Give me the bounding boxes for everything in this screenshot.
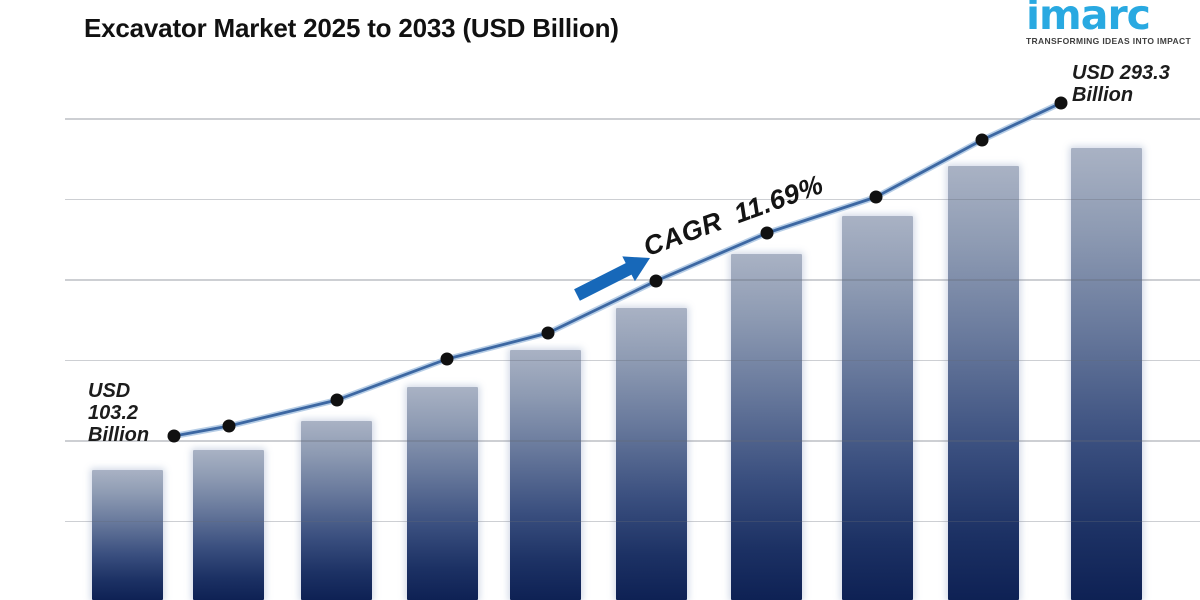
- bar-2033: [1070, 148, 1142, 600]
- gridline: [65, 118, 1200, 120]
- gridline: [65, 198, 1200, 201]
- bar-2029: [615, 308, 687, 600]
- cagr-label: CAGR 11.69%: [639, 169, 828, 263]
- imarc-logo-wordmark: imarc: [1026, 0, 1151, 39]
- bar-2031: [841, 216, 913, 600]
- bar-2028: [510, 350, 581, 600]
- bar-2024: [92, 470, 163, 600]
- bar-2025: [192, 450, 264, 600]
- data-point-dot-2029: [649, 274, 663, 288]
- data-point-dot-2031: [869, 190, 883, 204]
- data-point-dot-2026: [330, 393, 344, 407]
- annotation-first-value: USD 103.2 Billion: [88, 380, 150, 446]
- data-point-dot-2025: [222, 419, 236, 433]
- data-point-dot-2032: [975, 133, 989, 147]
- bar-2030: [730, 254, 802, 600]
- data-point-dot-2030: [760, 226, 774, 240]
- chart-title: Excavator Market 2025 to 2033 (USD Billi…: [84, 13, 619, 43]
- annotation-last-value: USD 293.3 Billion: [1072, 62, 1170, 106]
- imarc-logo-tagline: TRANSFORMING IDEAS INTO IMPACT: [1026, 36, 1192, 46]
- gridline: [65, 520, 1200, 523]
- imarc-logo: imarc TRANSFORMING IDEAS INTO IMPACT: [1026, 0, 1191, 46]
- gridline: [65, 359, 1200, 362]
- data-point-dot-2033: [1054, 96, 1068, 110]
- bar-2027: [407, 387, 478, 600]
- data-point-dot-2028: [541, 326, 555, 340]
- bar-2026: [300, 421, 372, 600]
- bar-2032: [947, 166, 1019, 600]
- gridline: [65, 279, 1200, 281]
- gridline: [65, 440, 1200, 442]
